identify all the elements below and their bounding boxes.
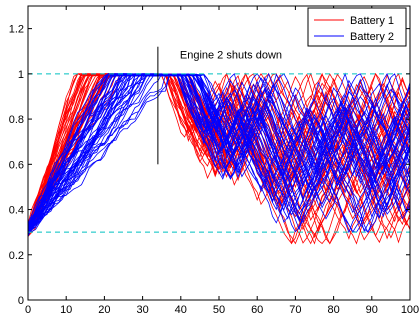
y-tick-label: 0.2 (9, 250, 24, 262)
series-trajectory (28, 73, 410, 227)
y-tick-label: 1 (18, 69, 24, 81)
x-tick-label: 70 (289, 304, 301, 316)
x-tick-label: 60 (251, 304, 263, 316)
x-tick-label: 40 (175, 304, 187, 316)
series-trajectory (28, 73, 410, 237)
y-axis-ticks: 0 0.2 0.4 0.6 0.8 1 1.2 (9, 24, 410, 307)
series-trajectory (28, 73, 410, 226)
series-trajectory (28, 73, 410, 232)
series-trajectory (28, 73, 410, 231)
annotation-label: Engine 2 shuts down (180, 50, 282, 62)
legend-label-battery-2: Battery 2 (350, 31, 394, 43)
reference-lines (28, 73, 410, 233)
series-trajectory (28, 73, 410, 229)
x-tick-label: 100 (401, 304, 419, 316)
engine-shutdown-annotation: Engine 2 shuts down (157, 46, 282, 165)
series-trajectory (28, 73, 410, 234)
x-tick-label: 20 (98, 304, 110, 316)
x-tick-label: 30 (136, 304, 148, 316)
series-2 (28, 72, 410, 237)
x-tick-label: 80 (327, 304, 339, 316)
x-tick-label: 90 (366, 304, 378, 316)
y-tick-label: 1.2 (9, 24, 24, 36)
legend-box (307, 7, 407, 47)
x-tick-label: 0 (25, 304, 31, 316)
legend-label-battery-1: Battery 1 (350, 15, 394, 27)
x-axis-ticks: 0 10 20 30 40 50 60 70 80 90 100 (25, 6, 419, 316)
x-tick-label: 10 (60, 304, 72, 316)
series-trajectory (28, 73, 410, 233)
y-tick-label: 0.4 (9, 205, 24, 217)
legend: Battery 1 Battery 2 (307, 7, 407, 47)
x-tick-label: 50 (213, 304, 225, 316)
series-trajectory (28, 72, 410, 232)
series-trajectory (28, 73, 410, 231)
y-tick-label: 0.8 (9, 114, 24, 126)
series-trajectory (28, 73, 410, 231)
series-trajectory (28, 72, 410, 233)
series-trajectory (28, 73, 410, 233)
series-trajectory (28, 73, 410, 225)
y-tick-label: 0 (18, 295, 24, 307)
y-tick-label: 0.6 (9, 159, 24, 171)
series-trajectory (28, 72, 410, 230)
